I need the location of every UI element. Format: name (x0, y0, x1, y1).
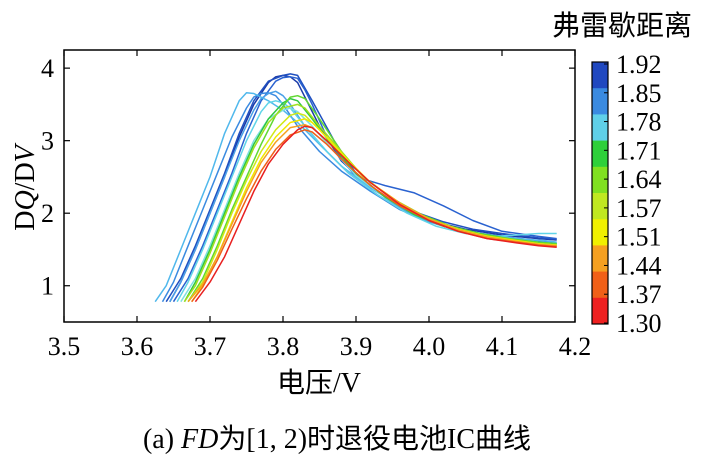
plot-lines (154, 73, 557, 303)
plot-frame (63, 49, 576, 323)
colorbar-segment (592, 245, 608, 273)
colorbar-title: 弗雷歇距离 (552, 9, 692, 42)
series-line-3 (172, 76, 557, 303)
colorbar-segment (592, 297, 608, 325)
colorbar-tick-label: 1.85 (616, 79, 662, 108)
x-tick-label: 4.2 (559, 332, 592, 361)
y-axis-label: DQ/DV (10, 142, 41, 230)
colorbar-tick-label: 1.92 (616, 50, 662, 79)
series-line-13 (191, 118, 557, 303)
colorbar-segment (592, 271, 608, 299)
colorbar-segment (592, 140, 608, 168)
colorbar-tick-label: 1.30 (616, 309, 662, 338)
colorbar-segment (592, 62, 608, 89)
colorbar-segment (592, 193, 608, 220)
y-tick-label: 3 (41, 127, 54, 156)
colorbar: 1.921.851.781.711.641.571.511.441.371.30 (591, 50, 662, 338)
x-tick-label: 3.8 (267, 332, 300, 361)
colorbar-tick-label: 1.71 (616, 136, 662, 165)
colorbar-segment (592, 166, 608, 194)
colorbar-tick-label: 1.51 (616, 223, 662, 252)
series-line-2 (165, 73, 557, 303)
y-tick-label: 4 (41, 54, 54, 83)
x-tick-label: 4.0 (413, 332, 446, 361)
y-tick-label: 2 (41, 199, 54, 228)
x-tick-label: 3.7 (194, 332, 227, 361)
colorbar-segment (592, 88, 608, 115)
colorbar-frame (591, 61, 609, 325)
x-tick-label: 4.1 (486, 332, 519, 361)
figure-caption: (a) FD为[1, 2)时退役电池IC曲线 (143, 423, 531, 455)
y-tick-label: 1 (41, 272, 54, 301)
series-line-9 (183, 97, 557, 303)
colorbar-segment (592, 219, 608, 246)
x-tick-label: 3.9 (340, 332, 373, 361)
x-axis-label: 电压/V (277, 367, 361, 399)
colorbar-tick-label: 1.57 (616, 194, 662, 223)
series-line-5 (169, 90, 557, 303)
colorbar-segment (592, 114, 608, 142)
colorbar-tick-label: 1.37 (616, 280, 662, 309)
series-line-7 (176, 100, 557, 303)
axis-ticks: 3.5 3.6 3.7 3.8 3.9 4.0 4.1 4.2 1 2 3 4 (41, 50, 591, 361)
colorbar-tick-label: 1.64 (616, 165, 662, 194)
series-line-10 (187, 94, 557, 303)
x-tick-label: 3.5 (48, 332, 81, 361)
x-tick-label: 3.6 (121, 332, 154, 361)
series-line-16 (194, 125, 557, 303)
colorbar-tick-label: 1.44 (616, 251, 662, 280)
colorbar-tick-label: 1.78 (616, 108, 662, 137)
